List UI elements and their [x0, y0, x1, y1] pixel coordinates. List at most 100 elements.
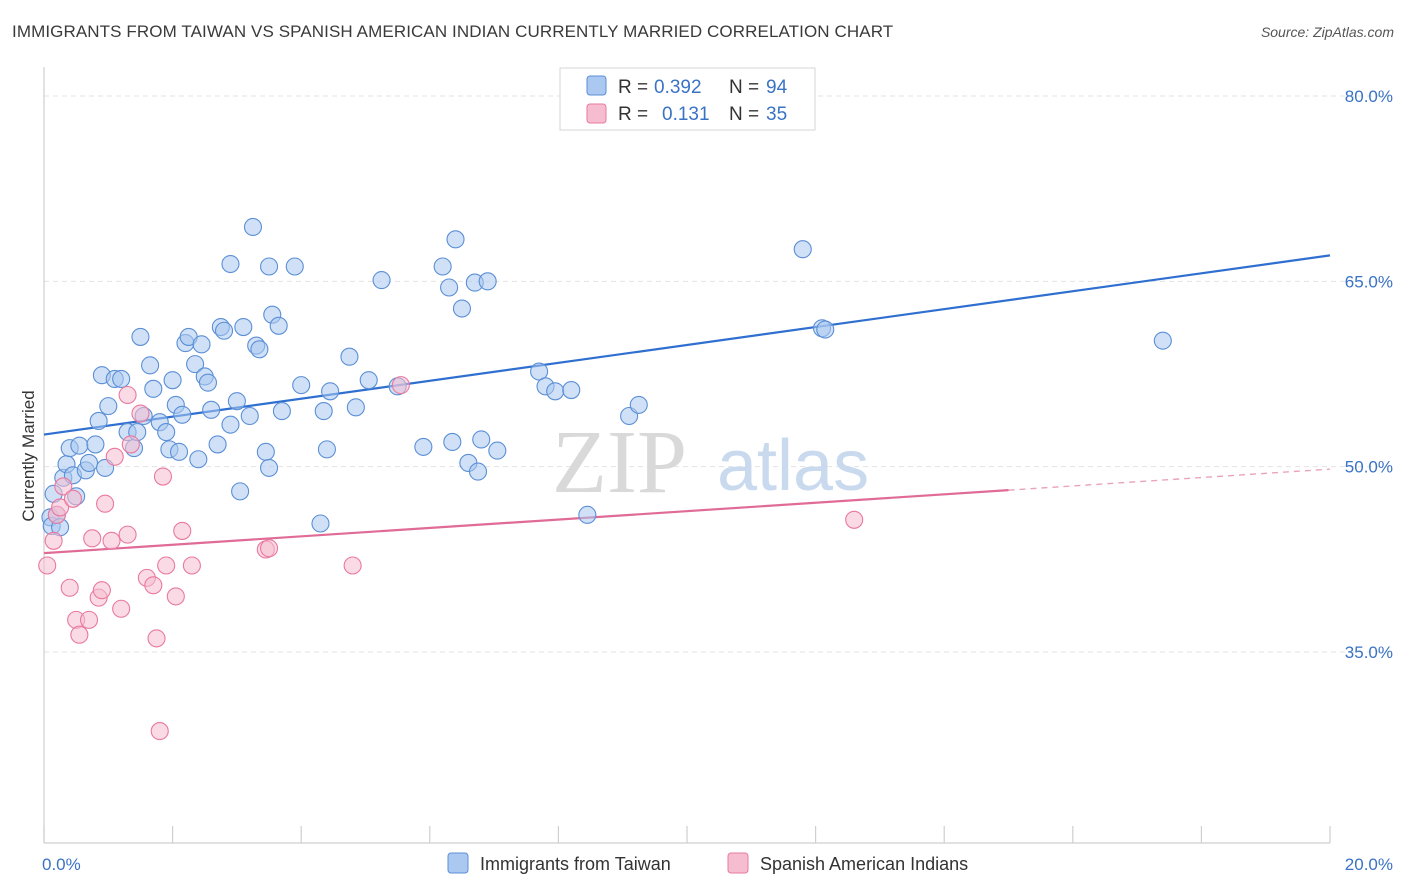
point-taiwan — [131, 327, 150, 346]
point-taiwan — [440, 278, 459, 297]
y-tick-label: 80.0% — [1345, 87, 1393, 106]
point-taiwan — [163, 371, 182, 390]
trend-line-extension — [1008, 468, 1331, 491]
point-spanish-american-indian — [182, 556, 201, 575]
legend: R = 0.392 N = 94 R = 0.131 N = 35 — [559, 67, 816, 131]
point-taiwan — [629, 395, 648, 414]
point-taiwan — [250, 340, 269, 359]
point-spanish-american-indian — [131, 404, 150, 423]
point-taiwan — [272, 402, 291, 421]
point-taiwan — [269, 316, 288, 335]
point-spanish-american-indian — [105, 447, 124, 466]
point-taiwan — [243, 217, 263, 237]
point-spanish-american-indian — [147, 629, 166, 648]
point-spanish-american-indian — [70, 625, 89, 644]
legend-r-value-1: 0.392 — [654, 77, 702, 98]
legend-r-label-1: R = — [618, 77, 648, 98]
point-spanish-american-indian — [173, 521, 192, 540]
point-taiwan — [314, 402, 333, 421]
chart-title: IMMIGRANTS FROM TAIWAN VS SPANISH AMERIC… — [12, 22, 894, 41]
source-label: Source: ZipAtlas.com — [1260, 24, 1394, 40]
point-taiwan — [256, 442, 275, 461]
point-taiwan — [578, 505, 597, 524]
point-taiwan — [340, 347, 359, 366]
point-taiwan — [446, 230, 465, 249]
y-tick-label: 35.0% — [1345, 643, 1393, 662]
point-taiwan — [192, 335, 211, 354]
point-taiwan — [321, 382, 340, 401]
tick-labels: 80.0% 65.0% 50.0% 35.0% 0.0% 20.0% — [42, 87, 1393, 874]
point-taiwan — [443, 432, 462, 452]
point-taiwan — [189, 450, 208, 469]
point-spanish-american-indian — [166, 587, 185, 606]
trend-lines — [43, 254, 1331, 555]
point-spanish-american-indian — [38, 556, 57, 575]
point-taiwan — [198, 373, 218, 392]
point-taiwan — [793, 240, 812, 259]
y-axis-label: Currently Married — [19, 390, 38, 521]
point-spanish-american-indian — [118, 525, 137, 544]
point-spanish-american-indian — [343, 556, 362, 575]
point-taiwan — [157, 423, 176, 442]
x-tick-label: 20.0% — [1345, 855, 1393, 874]
watermark-atlas: atlas — [717, 426, 869, 506]
point-spanish-american-indian — [83, 529, 102, 548]
point-taiwan — [173, 405, 192, 424]
point-spanish-american-indian — [96, 494, 115, 513]
point-spanish-american-indian — [157, 556, 176, 575]
point-taiwan — [79, 453, 99, 473]
point-taiwan — [231, 482, 250, 501]
bottom-legend-swatch-pink — [727, 852, 749, 874]
point-spanish-american-indian — [60, 578, 79, 597]
point-taiwan — [311, 514, 330, 533]
point-taiwan — [202, 400, 221, 419]
point-taiwan — [221, 254, 240, 274]
point-spanish-american-indian — [144, 576, 163, 595]
point-taiwan — [472, 430, 491, 449]
legend-n-value-2: 35 — [766, 104, 787, 125]
point-spanish-american-indian — [112, 599, 131, 618]
trend-line-taiwan — [43, 254, 1331, 436]
point-spanish-american-indian — [845, 510, 864, 529]
bottom-legend-label-2: Spanish American Indians — [760, 854, 968, 874]
point-spanish-american-indian — [102, 531, 121, 550]
x-tick-label: 0.0% — [42, 855, 81, 874]
point-taiwan — [221, 415, 240, 434]
bottom-legend-swatch-blue — [447, 852, 469, 874]
y-tick-label: 65.0% — [1345, 272, 1393, 291]
point-taiwan — [227, 392, 246, 411]
point-taiwan — [259, 257, 279, 276]
point-taiwan — [70, 436, 89, 455]
legend-swatch-pink — [586, 103, 607, 124]
point-taiwan — [141, 356, 160, 375]
point-taiwan — [208, 435, 227, 454]
point-taiwan — [144, 379, 163, 398]
point-taiwan — [346, 398, 365, 417]
grid-lines — [44, 95, 1394, 653]
point-taiwan — [186, 355, 205, 374]
bottom-legend: Immigrants from Taiwan Spanish American … — [447, 852, 968, 874]
point-taiwan — [372, 271, 391, 290]
point-taiwan — [214, 321, 234, 340]
y-tick-label: 50.0% — [1345, 458, 1393, 477]
point-taiwan — [488, 441, 507, 460]
point-spanish-american-indian — [391, 376, 410, 395]
point-spanish-american-indian — [92, 581, 111, 600]
legend-r-label-2: R = — [618, 104, 648, 125]
point-taiwan — [562, 381, 581, 400]
point-spanish-american-indian — [44, 531, 63, 550]
point-spanish-american-indian — [153, 467, 173, 486]
point-spanish-american-indian — [54, 477, 73, 496]
point-spanish-american-indian — [79, 610, 99, 629]
point-taiwan — [359, 371, 378, 390]
point-taiwan — [89, 411, 108, 431]
point-taiwan — [259, 458, 279, 477]
point-taiwan — [414, 437, 433, 456]
legend-n-label-1: N = — [729, 77, 759, 98]
point-taiwan — [240, 406, 259, 426]
point-taiwan — [317, 440, 336, 459]
point-spanish-american-indian — [51, 498, 70, 517]
legend-n-label-2: N = — [729, 104, 759, 125]
point-taiwan — [546, 382, 565, 401]
